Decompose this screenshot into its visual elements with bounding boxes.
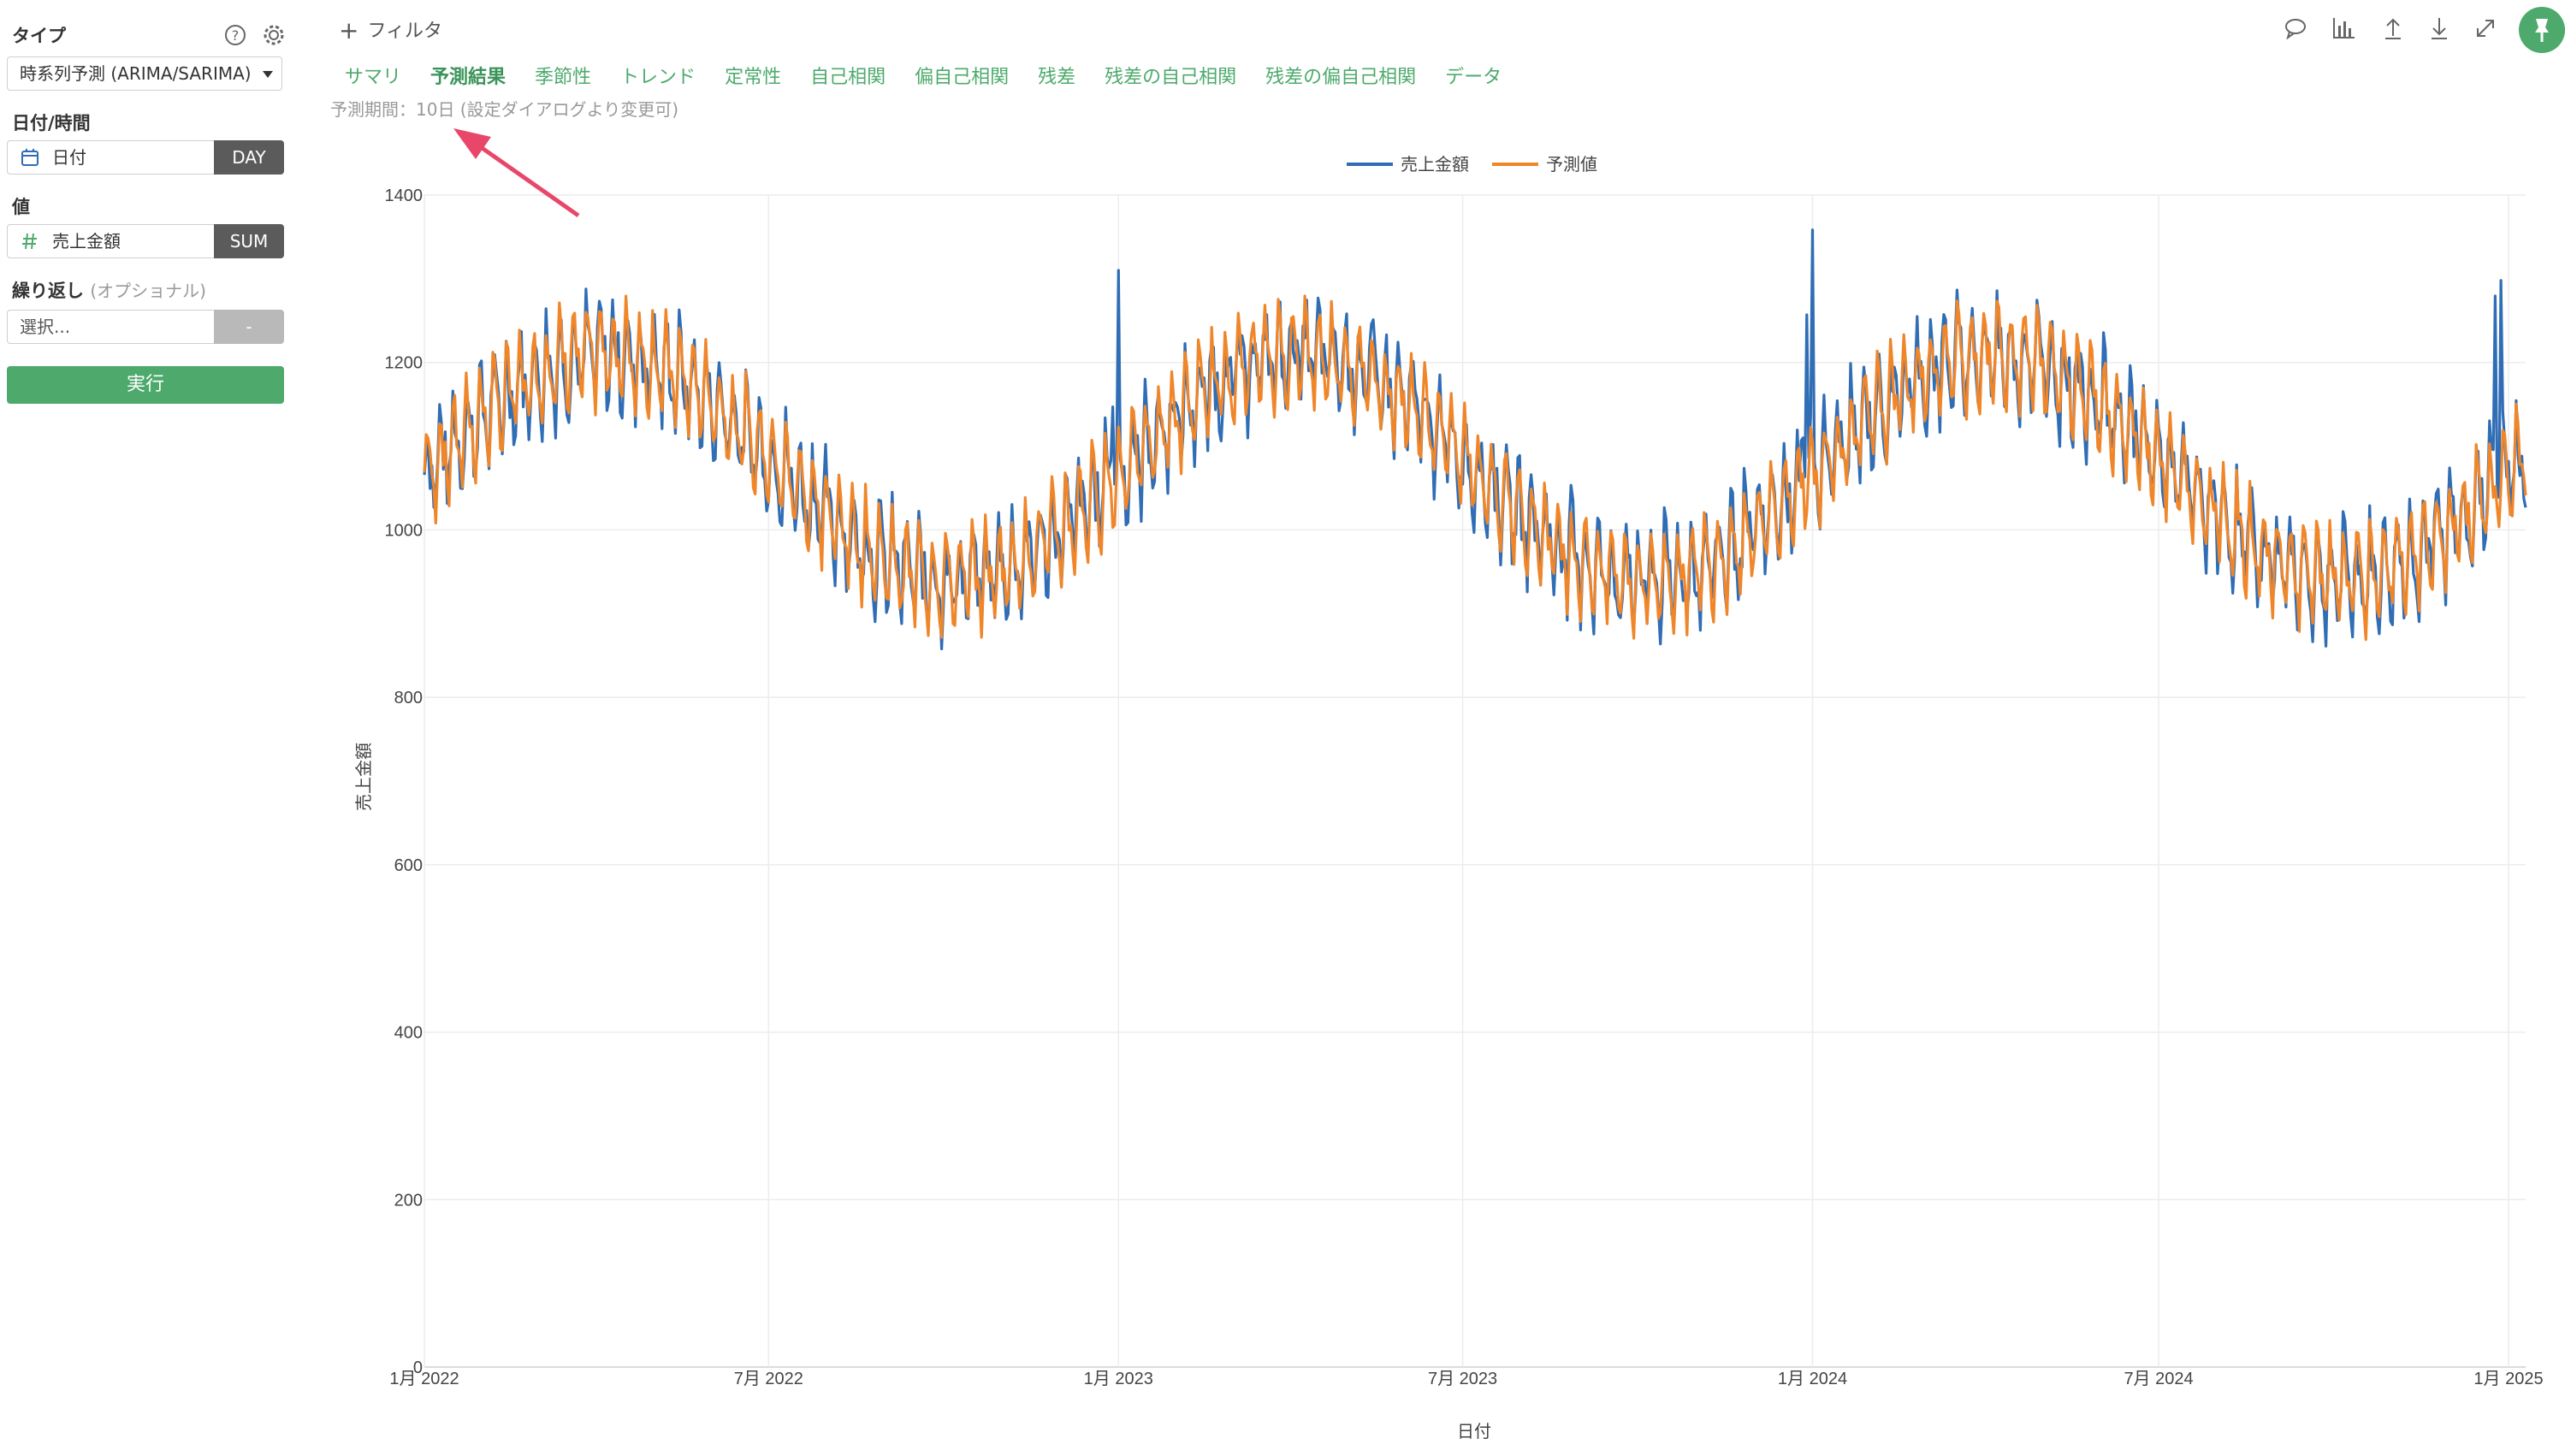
expand-icon[interactable] <box>2473 15 2498 41</box>
type-select[interactable]: 時系列予測 (ARIMA/SARIMA) <box>7 56 282 91</box>
tab-forecast-result[interactable]: 予測結果 <box>430 67 506 88</box>
tab-stationarity[interactable]: 定常性 <box>725 67 782 88</box>
chart-legend: 売上金額 予測値 <box>1347 155 1597 175</box>
repeat-label: 繰り返し (オプショナル) <box>12 277 206 303</box>
date-field-value[interactable]: 日付 <box>7 140 216 175</box>
tab-residual-autocorrelation[interactable]: 残差の自己相関 <box>1105 67 1237 88</box>
value-field[interactable]: 売上金額 SUM <box>7 224 284 258</box>
run-button[interactable]: 実行 <box>7 366 284 404</box>
help-icon[interactable]: ? <box>222 22 248 48</box>
plus-icon: + <box>339 16 359 44</box>
repeat-optional-text: (オプショナル) <box>90 281 206 301</box>
result-tabs: サマリ 予測結果 季節性 トレンド 定常性 自己相関 偏自己相関 残差 残差の自己相関 残差の偏自… <box>330 62 1516 92</box>
x-tick-label: 7月 2022 <box>734 1370 803 1388</box>
svg-text:?: ? <box>232 27 240 44</box>
repeat-field[interactable]: 選択... - <box>7 310 284 344</box>
pin-icon <box>2535 19 2549 42</box>
type-select-value: 時系列予測 (ARIMA/SARIMA) <box>20 63 252 84</box>
comment-icon[interactable] <box>2283 15 2308 41</box>
x-tick-label: 1月 2023 <box>1084 1370 1153 1388</box>
date-unit-button[interactable]: DAY <box>214 140 284 175</box>
tab-trend[interactable]: トレンド <box>620 67 696 88</box>
y-tick-label: 600 <box>394 856 423 875</box>
pin-button[interactable] <box>2519 7 2565 53</box>
upload-icon[interactable] <box>2380 15 2406 41</box>
tab-partial-autocorrelation[interactable]: 偏自己相関 <box>915 67 1010 88</box>
date-label: 日付/時間 <box>12 113 91 133</box>
annotation-arrow <box>453 128 580 218</box>
type-label: タイプ <box>12 26 66 46</box>
hash-icon <box>22 233 37 250</box>
x-tick-label: 1月 2024 <box>1778 1370 1847 1388</box>
chart-grid <box>424 194 2526 1368</box>
chart-icon[interactable] <box>2331 15 2357 41</box>
y-tick-label: 1200 <box>385 354 424 373</box>
tab-residual-partial-autocorrelation[interactable]: 残差の偏自己相関 <box>1265 67 1417 88</box>
x-tick-label: 7月 2024 <box>2124 1370 2193 1388</box>
legend-label-actual: 売上金額 <box>1401 155 1469 175</box>
x-tick-label: 1月 2025 <box>2473 1370 2543 1388</box>
x-tick-label: 1月 2022 <box>389 1370 459 1388</box>
y-tick-label: 400 <box>394 1024 423 1043</box>
y-tick-label: 800 <box>394 689 423 707</box>
filter-button[interactable]: + フィルタ <box>339 15 442 44</box>
tab-data[interactable]: データ <box>1445 67 1502 88</box>
y-tick-label: 1400 <box>385 186 424 205</box>
forecast-period-note: 予測期間：10日 (設定ダイアログより変更可) <box>330 99 679 120</box>
calendar-icon <box>21 149 39 166</box>
tab-summary[interactable]: サマリ <box>345 67 402 88</box>
x-axis-ticks: 1月 2022 7月 2022 1月 2023 7月 2023 1月 2024 7月 20… <box>389 1370 2543 1388</box>
settings-sidebar: タイプ ? 時系列予測 (ARIMA/SARIMA) 日付/時間 日付 DAY … <box>0 0 296 1456</box>
tab-seasonality[interactable]: 季節性 <box>535 67 592 88</box>
tab-residuals[interactable]: 残差 <box>1038 67 1076 88</box>
x-tick-label: 7月 2023 <box>1428 1370 1497 1388</box>
repeat-tag-button[interactable]: - <box>214 310 284 344</box>
date-field[interactable]: 日付 DAY <box>7 140 284 175</box>
repeat-label-text: 繰り返し <box>12 281 84 301</box>
gear-icon[interactable] <box>261 22 287 48</box>
legend-label-forecast: 予測値 <box>1546 155 1597 175</box>
chevron-down-icon <box>263 71 273 78</box>
value-field-value[interactable]: 売上金額 <box>7 224 216 258</box>
download-icon[interactable] <box>2426 15 2452 41</box>
series-line-forecast <box>423 294 2527 642</box>
y-tick-label: 0 <box>413 1358 423 1377</box>
value-agg-button[interactable]: SUM <box>214 224 284 258</box>
y-tick-label: 1000 <box>385 521 424 540</box>
filter-label: フィルタ <box>367 21 443 42</box>
y-tick-label: 200 <box>394 1191 423 1210</box>
y-axis-title: 売上金額 <box>354 743 374 811</box>
repeat-field-value[interactable]: 選択... <box>7 310 216 344</box>
x-axis-title: 日付 <box>1457 1422 1491 1441</box>
y-axis-ticks: 0 200 400 600 800 1000 1200 1400 <box>385 186 424 1377</box>
tab-autocorrelation[interactable]: 自己相関 <box>810 67 886 88</box>
value-label: 値 <box>12 197 30 217</box>
